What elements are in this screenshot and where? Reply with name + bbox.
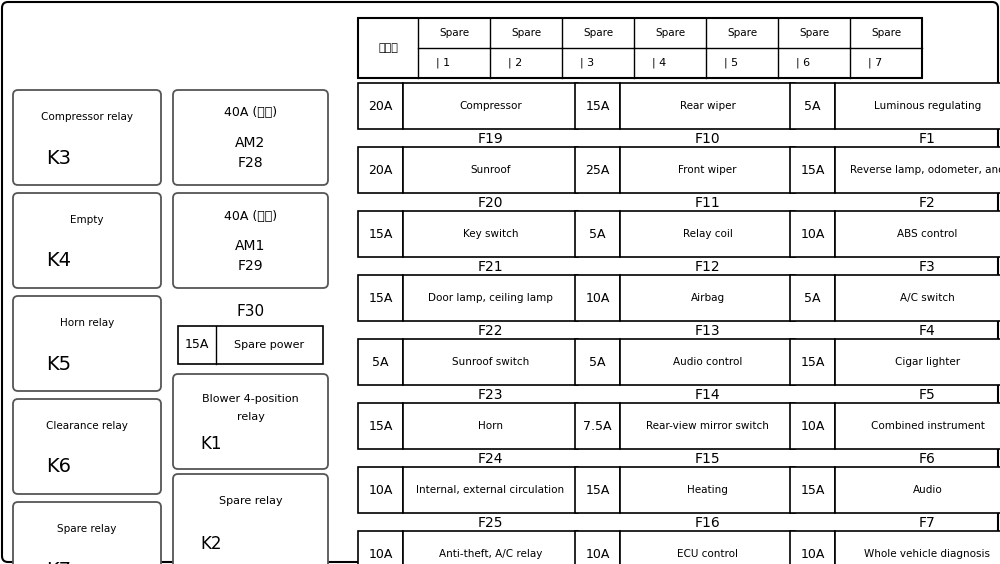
Bar bbox=[403, 147, 578, 193]
Bar bbox=[835, 275, 1000, 321]
Text: 5A: 5A bbox=[804, 292, 821, 305]
Text: AM1: AM1 bbox=[235, 239, 266, 253]
Bar bbox=[575, 147, 620, 193]
FancyBboxPatch shape bbox=[173, 374, 328, 469]
Text: 15A: 15A bbox=[368, 292, 393, 305]
Bar bbox=[620, 339, 795, 385]
FancyBboxPatch shape bbox=[13, 399, 161, 494]
Text: F2: F2 bbox=[919, 196, 936, 210]
Text: K2: K2 bbox=[200, 535, 222, 553]
Text: 10A: 10A bbox=[585, 548, 610, 561]
Text: F20: F20 bbox=[478, 196, 503, 210]
FancyBboxPatch shape bbox=[173, 193, 328, 288]
Bar bbox=[575, 339, 620, 385]
Text: Spare relay: Spare relay bbox=[57, 524, 117, 534]
Text: Compressor relay: Compressor relay bbox=[41, 112, 133, 122]
FancyBboxPatch shape bbox=[13, 193, 161, 288]
Text: K7: K7 bbox=[46, 561, 71, 564]
Text: 15A: 15A bbox=[368, 227, 393, 240]
Text: 5A: 5A bbox=[589, 355, 606, 368]
Text: F22: F22 bbox=[478, 324, 503, 338]
Text: ECU control: ECU control bbox=[677, 549, 738, 559]
Bar bbox=[620, 467, 795, 513]
Text: | 2: | 2 bbox=[508, 58, 522, 68]
Text: 10A: 10A bbox=[368, 548, 393, 561]
FancyBboxPatch shape bbox=[173, 474, 328, 564]
Text: Spare power: Spare power bbox=[234, 340, 305, 350]
Bar bbox=[620, 211, 795, 257]
Text: K1: K1 bbox=[200, 435, 222, 453]
Bar bbox=[835, 403, 1000, 449]
Text: 40A (电池): 40A (电池) bbox=[224, 209, 277, 223]
Bar bbox=[403, 531, 578, 564]
Text: Airbag: Airbag bbox=[690, 293, 725, 303]
Text: F23: F23 bbox=[478, 388, 503, 402]
FancyBboxPatch shape bbox=[13, 502, 161, 564]
Bar bbox=[358, 83, 403, 129]
Text: Compressor: Compressor bbox=[459, 101, 522, 111]
Bar bbox=[620, 147, 795, 193]
Text: Relay coil: Relay coil bbox=[683, 229, 732, 239]
Bar bbox=[358, 339, 403, 385]
Bar bbox=[835, 211, 1000, 257]
Bar bbox=[790, 403, 835, 449]
Bar bbox=[835, 83, 1000, 129]
Text: F7: F7 bbox=[919, 516, 936, 530]
Text: Spare: Spare bbox=[583, 28, 613, 38]
Text: Spare: Spare bbox=[511, 28, 541, 38]
Text: Rear wiper: Rear wiper bbox=[680, 101, 735, 111]
Bar bbox=[620, 531, 795, 564]
Bar bbox=[358, 403, 403, 449]
Text: Front wiper: Front wiper bbox=[678, 165, 737, 175]
Text: Reverse lamp, odometer, and: Reverse lamp, odometer, and bbox=[850, 165, 1000, 175]
Bar bbox=[575, 403, 620, 449]
Text: Empty: Empty bbox=[70, 215, 104, 225]
Bar bbox=[620, 83, 795, 129]
Text: F28: F28 bbox=[238, 156, 263, 170]
Bar bbox=[358, 18, 922, 78]
Text: Luminous regulating: Luminous regulating bbox=[874, 101, 981, 111]
Text: Horn relay: Horn relay bbox=[60, 318, 114, 328]
Text: Rear-view mirror switch: Rear-view mirror switch bbox=[646, 421, 769, 431]
Text: 10A: 10A bbox=[585, 292, 610, 305]
Bar bbox=[790, 147, 835, 193]
Bar bbox=[403, 83, 578, 129]
Text: AM2: AM2 bbox=[235, 136, 266, 150]
Text: F15: F15 bbox=[695, 452, 720, 466]
Bar bbox=[620, 275, 795, 321]
Text: 5A: 5A bbox=[372, 355, 389, 368]
Text: 15A: 15A bbox=[800, 483, 825, 496]
Text: Horn: Horn bbox=[478, 421, 503, 431]
Bar bbox=[790, 531, 835, 564]
Bar bbox=[790, 211, 835, 257]
Text: 15A: 15A bbox=[800, 355, 825, 368]
Text: 5A: 5A bbox=[804, 99, 821, 112]
Text: | 5: | 5 bbox=[724, 58, 738, 68]
Text: F11: F11 bbox=[695, 196, 720, 210]
Text: 20A: 20A bbox=[368, 99, 393, 112]
Text: 25A: 25A bbox=[585, 164, 610, 177]
Text: 10A: 10A bbox=[800, 227, 825, 240]
Text: 7.5A: 7.5A bbox=[583, 420, 612, 433]
Text: F24: F24 bbox=[478, 452, 503, 466]
Text: F30: F30 bbox=[236, 303, 265, 319]
Text: Audio control: Audio control bbox=[673, 357, 742, 367]
Text: Blower 4-position: Blower 4-position bbox=[202, 394, 299, 404]
Text: | 3: | 3 bbox=[580, 58, 594, 68]
Text: 15A: 15A bbox=[368, 420, 393, 433]
Bar bbox=[620, 403, 795, 449]
Bar bbox=[403, 275, 578, 321]
FancyBboxPatch shape bbox=[13, 90, 161, 185]
Bar bbox=[575, 275, 620, 321]
Text: 10A: 10A bbox=[800, 548, 825, 561]
Text: | 4: | 4 bbox=[652, 58, 666, 68]
Text: F6: F6 bbox=[919, 452, 936, 466]
Text: Spare relay: Spare relay bbox=[219, 496, 282, 506]
Text: F3: F3 bbox=[919, 260, 936, 274]
Bar bbox=[403, 211, 578, 257]
Text: ABS control: ABS control bbox=[897, 229, 958, 239]
Text: F19: F19 bbox=[478, 132, 503, 146]
Text: F29: F29 bbox=[238, 259, 263, 273]
Text: Key switch: Key switch bbox=[463, 229, 518, 239]
